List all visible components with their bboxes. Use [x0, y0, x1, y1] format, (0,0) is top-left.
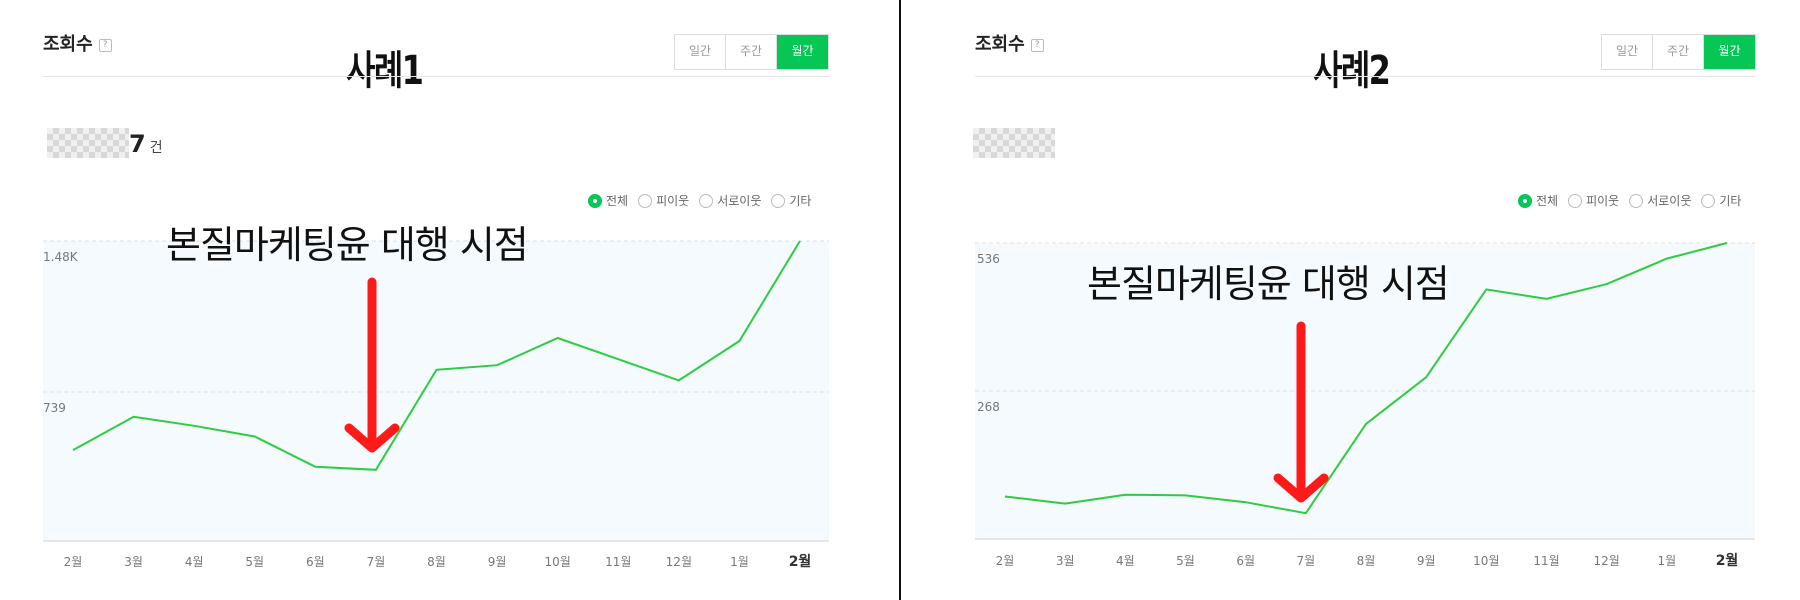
views-title: 조회수? — [975, 30, 1044, 56]
y-tick-label: 739 — [43, 401, 66, 415]
series-legend: 전체 피이웃 서로이웃 기타 — [1518, 192, 1741, 209]
tab-weekly[interactable]: 주간 — [726, 35, 777, 69]
legend-mutual-neighbor[interactable]: 서로이웃 — [1629, 192, 1691, 209]
views-line-chart: 1.48K 739 2월 3월 4월 5월 6월 7월 8월 9월 10월 11월 12월 1월 2월 — [43, 240, 829, 570]
x-tick-label: 8월 — [1357, 554, 1376, 568]
down-arrow-icon — [1273, 321, 1329, 503]
x-tick-label: 7월 — [367, 555, 386, 569]
radio-icon — [1518, 193, 1532, 208]
x-tick-label: 3월 — [124, 555, 143, 569]
radio-icon — [638, 193, 653, 208]
x-tick-label: 9월 — [488, 555, 507, 569]
y-tick-label: 1.48K — [43, 250, 79, 264]
x-tick-label: 2월 — [64, 555, 83, 569]
x-tick-label: 4월 — [1116, 554, 1135, 568]
x-tick-label: 1월 — [730, 555, 749, 569]
period-tabs: 일간 주간 월간 — [1601, 34, 1756, 70]
x-tick-label: 12월 — [666, 555, 692, 569]
legend-mutual-neighbor[interactable]: 서로이웃 — [699, 192, 761, 209]
radio-icon — [1701, 193, 1716, 208]
tab-monthly[interactable]: 월간 — [777, 35, 828, 69]
tab-monthly[interactable]: 월간 — [1704, 35, 1755, 69]
legend-other[interactable]: 기타 — [1701, 192, 1741, 209]
x-tick-label: 10월 — [1473, 554, 1499, 568]
x-tick-label: 12월 — [1594, 554, 1620, 568]
annotation-label: 본질마케팅윤 대행 시점 — [166, 223, 529, 267]
x-tick-label: 2월 — [1716, 552, 1739, 569]
x-tick-label: 8월 — [427, 555, 446, 569]
tab-daily[interactable]: 일간 — [675, 35, 726, 69]
x-tick-label: 5월 — [245, 555, 264, 569]
x-tick-label: 10월 — [545, 555, 571, 569]
header-rule — [975, 76, 1755, 77]
x-tick-label: 11월 — [1533, 554, 1559, 568]
case-label: 사례2 — [1313, 48, 1391, 94]
legend-neighbor[interactable]: 피이웃 — [638, 192, 689, 209]
help-icon[interactable]: ? — [1030, 39, 1044, 52]
panel-divider — [899, 0, 901, 600]
x-tick-label: 5월 — [1176, 554, 1195, 568]
x-tick-label: 3월 — [1056, 554, 1075, 568]
period-tabs: 일간 주간 월간 — [674, 34, 829, 70]
series-legend: 전체 피이웃 서로이웃 기타 — [588, 192, 811, 209]
x-tick-label: 11월 — [605, 555, 631, 569]
tab-daily[interactable]: 일간 — [1602, 35, 1653, 69]
x-tick-label: 9월 — [1417, 554, 1436, 568]
blurred-value — [47, 128, 129, 158]
x-tick-label: 6월 — [1236, 554, 1255, 568]
down-arrow-icon — [344, 277, 400, 453]
help-icon[interactable]: ? — [98, 39, 112, 52]
x-tick-label: 2월 — [996, 554, 1015, 568]
x-tick-label: 6월 — [306, 555, 325, 569]
y-tick-label: 536 — [977, 252, 1000, 266]
radio-icon — [699, 193, 714, 208]
x-tick-label: 4월 — [185, 555, 204, 569]
case-label: 사례1 — [346, 48, 424, 94]
panel-case-2: 조회수? 사례2 일간 주간 월간 전체 피이웃 서로이웃 기타 536 268 2… — [930, 0, 1800, 600]
radio-icon — [1568, 193, 1583, 208]
legend-all[interactable]: 전체 — [1518, 192, 1558, 209]
x-tick-label: 2월 — [789, 553, 812, 570]
legend-all[interactable]: 전체 — [588, 192, 628, 209]
x-tick-label: 1월 — [1657, 554, 1676, 568]
header-rule — [43, 76, 829, 77]
legend-other[interactable]: 기타 — [771, 192, 811, 209]
views-title: 조회수? — [43, 30, 112, 56]
blurred-value — [973, 128, 1055, 158]
annotation-label: 본질마케팅윤 대행 시점 — [1087, 262, 1450, 306]
x-tick-label: 7월 — [1296, 554, 1315, 568]
tab-weekly[interactable]: 주간 — [1653, 35, 1704, 69]
plot-area — [43, 241, 829, 541]
views-line-chart: 536 268 2월 3월 4월 5월 6월 7월 8월 9월 10월 11월 12월 1월 2월 — [975, 242, 1755, 569]
radio-icon — [588, 193, 602, 208]
radio-icon — [1629, 193, 1644, 208]
legend-neighbor[interactable]: 피이웃 — [1568, 192, 1619, 209]
total-count — [973, 128, 1059, 158]
y-tick-label: 268 — [977, 400, 1000, 414]
radio-icon — [771, 193, 786, 208]
